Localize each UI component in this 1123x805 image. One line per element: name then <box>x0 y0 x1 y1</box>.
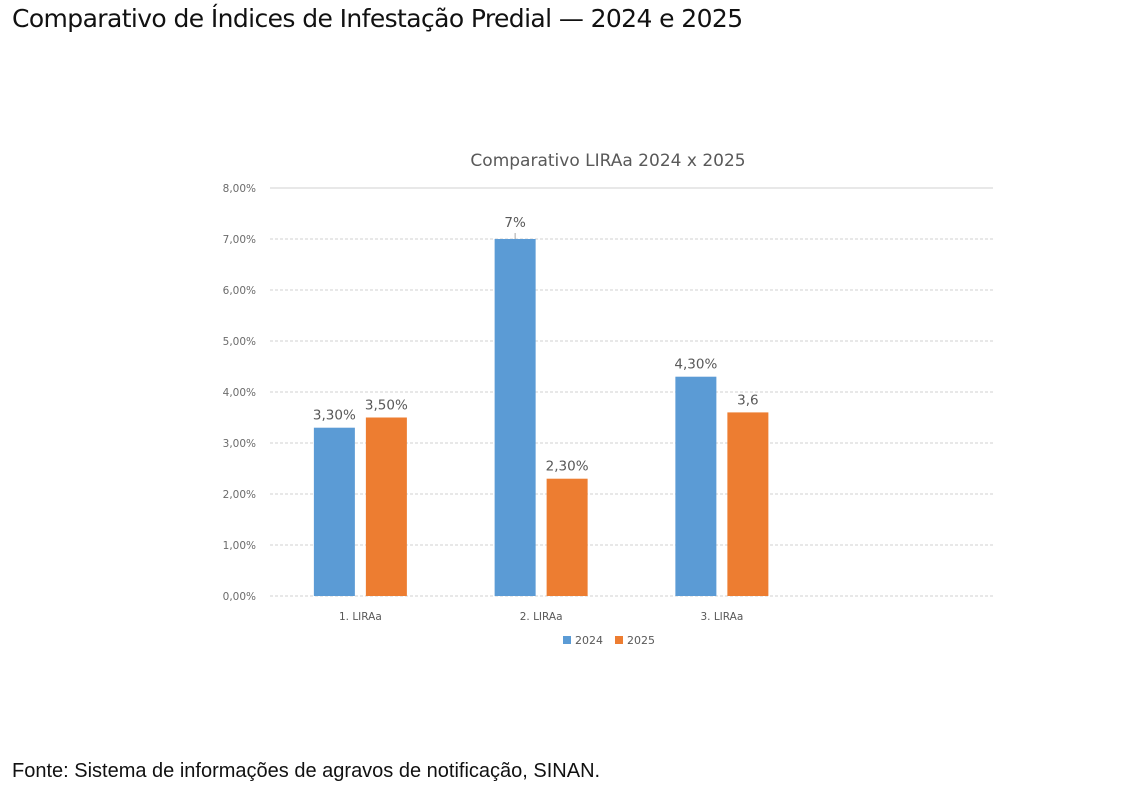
bar-2024-1 <box>313 427 355 596</box>
legend-label-2024: 2024 <box>575 634 603 647</box>
page-title: Comparativo de Índices de Infestação Pre… <box>12 4 743 33</box>
bar-2025-2 <box>546 478 588 596</box>
y-tick-label: 3,00% <box>223 438 256 450</box>
y-tick-label: 6,00% <box>223 285 256 297</box>
x-axis-tick-labels: 1. LIRAa 2. LIRAa 3. LIRAa <box>339 611 743 623</box>
y-tick-label: 1,00% <box>223 540 256 552</box>
data-labels: 3,30% 3,50% 7% 2,30% 4,30% 3,6 <box>313 215 759 475</box>
x-tick-label: 3. LIRAa <box>700 611 743 623</box>
y-tick-label: 0,00% <box>223 591 256 603</box>
y-tick-label: 7,00% <box>223 234 256 246</box>
data-label: 7% <box>504 215 526 231</box>
legend-label-2025: 2025 <box>627 634 655 647</box>
bars <box>313 239 769 596</box>
bar-2025-1 <box>365 417 407 596</box>
y-tick-label: 5,00% <box>223 336 256 348</box>
bar-2024-2 <box>494 239 536 596</box>
chart-title: Comparativo LIRAa 2024 x 2025 <box>470 151 745 171</box>
y-axis-tick-labels: 0,00% 1,00% 2,00% 3,00% 4,00% 5,00% 6,00% 7,00%… <box>223 183 256 603</box>
legend-swatch-2024 <box>563 636 571 644</box>
y-tick-label: 4,00% <box>223 387 256 399</box>
y-tick-label: 2,00% <box>223 489 256 501</box>
data-label: 3,6 <box>737 392 758 408</box>
source-note: Fonte: Sistema de informações de agravos… <box>12 760 601 782</box>
bar-2024-3 <box>675 376 717 596</box>
y-tick-label: 8,00% <box>223 183 256 195</box>
data-label: 2,30% <box>546 459 589 475</box>
x-tick-label: 2. LIRAa <box>520 611 563 623</box>
data-label: 4,30% <box>674 357 717 373</box>
x-tick-label: 1. LIRAa <box>339 611 382 623</box>
data-label: 3,50% <box>365 398 408 414</box>
bar-2025-3 <box>727 412 769 596</box>
legend-swatch-2025 <box>615 636 623 644</box>
legend: 2024 2025 <box>563 634 655 647</box>
data-label: 3,30% <box>313 408 356 424</box>
